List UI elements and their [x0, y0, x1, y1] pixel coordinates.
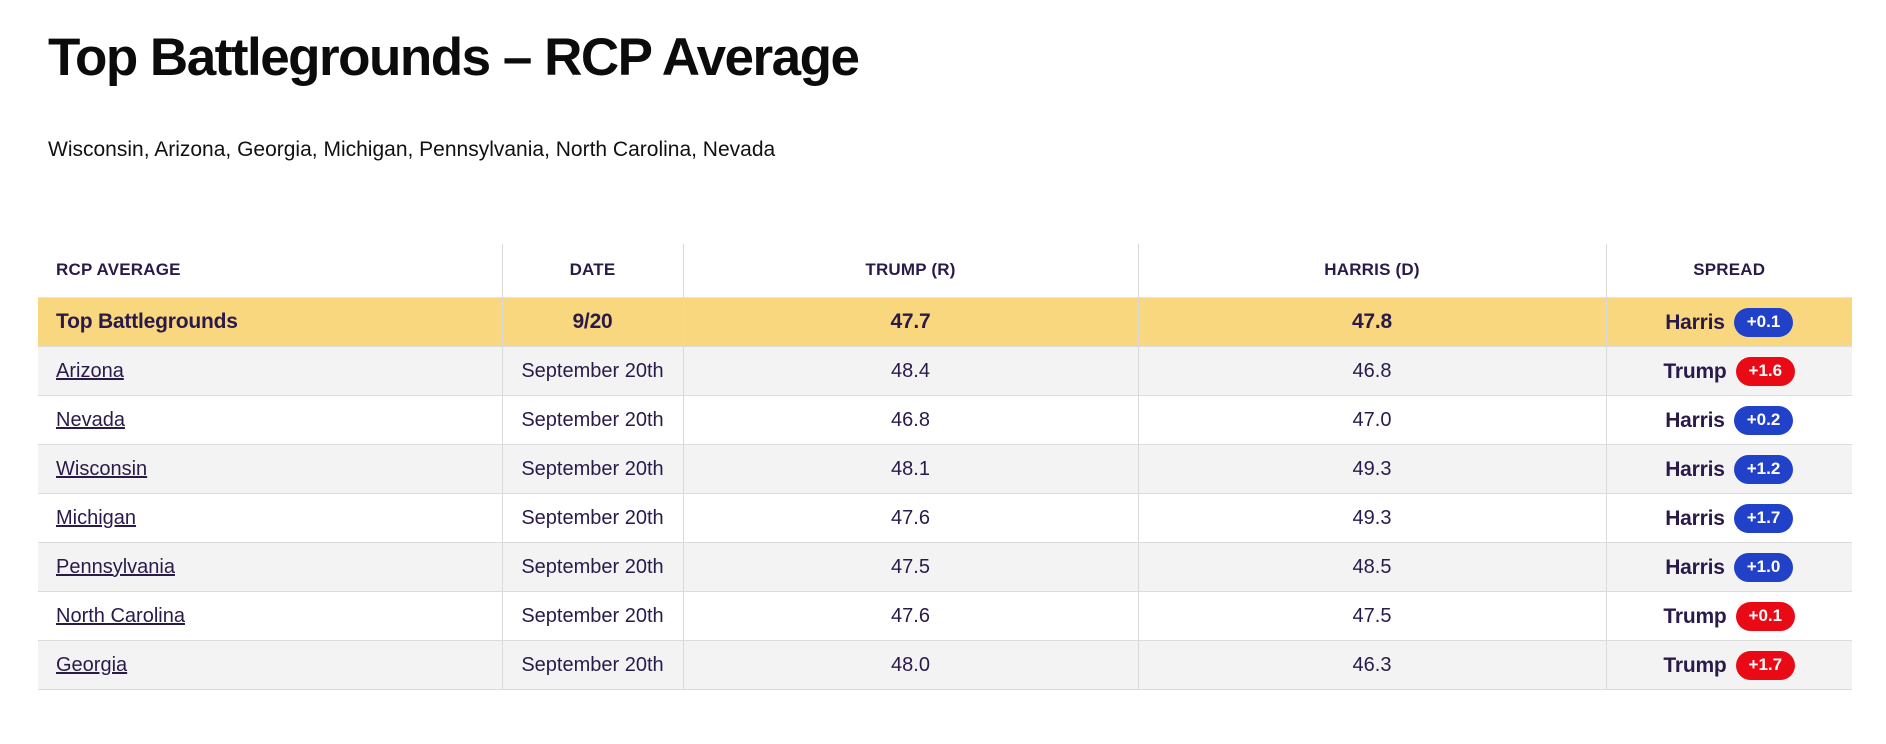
spread-leader-name: Harris: [1665, 408, 1725, 432]
date-cell: September 20th: [501, 591, 683, 641]
state-link-georgia[interactable]: Georgia: [56, 653, 128, 676]
table-header: RCP AVERAGE DATE TRUMP (R) HARRIS (D) SP…: [38, 243, 1852, 298]
spread-leader-name: Trump: [1663, 604, 1727, 628]
spread-badge: +1.6: [1735, 356, 1796, 386]
spread-cell: Trump +1.6: [1605, 346, 1852, 396]
column-header-trump: TRUMP (R): [682, 243, 1138, 298]
spread-cell: Harris +1.2: [1605, 444, 1852, 494]
state-link-arizona[interactable]: Arizona: [56, 359, 124, 382]
harris-value: 47.5: [1137, 591, 1606, 641]
summary-spread-cell: Harris +0.1: [1605, 297, 1852, 347]
page-subtitle: Wisconsin, Arizona, Georgia, Michigan, P…: [48, 137, 776, 161]
date-cell: September 20th: [501, 542, 683, 592]
harris-value: 49.3: [1137, 493, 1606, 543]
summary-label: Top Battlegrounds: [56, 310, 238, 334]
header-row: RCP AVERAGE DATE TRUMP (R) HARRIS (D) SP…: [38, 243, 1852, 298]
state-link-wisconsin[interactable]: Wisconsin: [56, 457, 148, 480]
harris-value: 48.5: [1137, 542, 1606, 592]
state-link-north-carolina[interactable]: North Carolina: [56, 604, 185, 627]
table-row-wisconsin: Wisconsin September 20th 48.1 49.3 Harri…: [38, 444, 1852, 494]
spread-cell: Harris +1.7: [1605, 493, 1852, 543]
harris-value: 49.3: [1137, 444, 1606, 494]
page-title: Top Battlegrounds – RCP Average: [48, 28, 860, 87]
spread-leader-name: Harris: [1665, 457, 1725, 481]
summary-harris-value: 47.8: [1137, 297, 1606, 347]
spread-badge: +1.0: [1733, 552, 1794, 582]
summary-row-top-battlegrounds: Top Battlegrounds 9/20 47.7 47.8 Harris +…: [38, 297, 1852, 347]
table-body: Top Battlegrounds 9/20 47.7 47.8 Harris +…: [38, 297, 1852, 690]
spread-badge: +0.1: [1735, 601, 1796, 631]
table-row-michigan: Michigan September 20th 47.6 49.3 Harris…: [38, 493, 1852, 543]
spread-leader-name: Trump: [1663, 359, 1727, 383]
summary-trump-value: 47.7: [682, 297, 1138, 347]
harris-value: 47.0: [1137, 395, 1606, 445]
table-row-nevada: Nevada September 20th 46.8 47.0 Harris +0…: [38, 395, 1852, 445]
page: Top Battlegrounds – RCP Average Wisconsi…: [38, 28, 1852, 691]
date-cell: September 20th: [501, 493, 683, 543]
column-header-spread: SPREAD: [1605, 243, 1852, 298]
trump-value: 46.8: [682, 395, 1138, 445]
table-row-pennsylvania: Pennsylvania September 20th 47.5 48.5 Ha…: [38, 542, 1852, 592]
trump-value: 47.6: [682, 591, 1138, 641]
harris-value: 46.3: [1137, 640, 1606, 690]
date-cell: September 20th: [501, 640, 683, 690]
rcp-average-table: RCP AVERAGE DATE TRUMP (R) HARRIS (D) SP…: [38, 243, 1852, 691]
state-link-pennsylvania[interactable]: Pennsylvania: [56, 555, 175, 578]
column-header-rcp-average: RCP AVERAGE: [38, 243, 502, 298]
spread-leader-name: Harris: [1665, 506, 1725, 530]
date-cell: September 20th: [501, 395, 683, 445]
summary-date: 9/20: [501, 297, 683, 347]
trump-value: 48.4: [682, 346, 1138, 396]
spread-cell: Trump +0.1: [1605, 591, 1852, 641]
state-link-nevada[interactable]: Nevada: [56, 408, 125, 431]
spread-cell: Harris +1.0: [1605, 542, 1852, 592]
spread-cell: Harris +0.2: [1605, 395, 1852, 445]
state-link-michigan[interactable]: Michigan: [56, 506, 137, 529]
spread-cell: Trump +1.7: [1605, 640, 1852, 690]
trump-value: 47.5: [682, 542, 1138, 592]
table-row-georgia: Georgia September 20th 48.0 46.3 Trump +1…: [38, 640, 1852, 690]
harris-value: 46.8: [1137, 346, 1606, 396]
table-row-north-carolina: North Carolina September 20th 47.6 47.5 …: [38, 591, 1852, 641]
spread-badge: +0.2: [1733, 405, 1794, 435]
spread-badge: +1.7: [1735, 650, 1796, 680]
spread-badge: +1.7: [1733, 503, 1794, 533]
spread-leader-name: Harris: [1665, 555, 1725, 579]
spread-leader-name: Harris: [1665, 310, 1725, 334]
date-cell: September 20th: [501, 444, 683, 494]
column-header-harris: HARRIS (D): [1137, 243, 1606, 298]
spread-badge: +0.1: [1733, 307, 1794, 337]
trump-value: 48.0: [682, 640, 1138, 690]
table-row-arizona: Arizona September 20th 48.4 46.8 Trump +1…: [38, 346, 1852, 396]
trump-value: 48.1: [682, 444, 1138, 494]
date-cell: September 20th: [501, 346, 683, 396]
trump-value: 47.6: [682, 493, 1138, 543]
spread-badge: +1.2: [1733, 454, 1794, 484]
spread-leader-name: Trump: [1663, 653, 1727, 677]
column-header-date: DATE: [501, 243, 683, 298]
